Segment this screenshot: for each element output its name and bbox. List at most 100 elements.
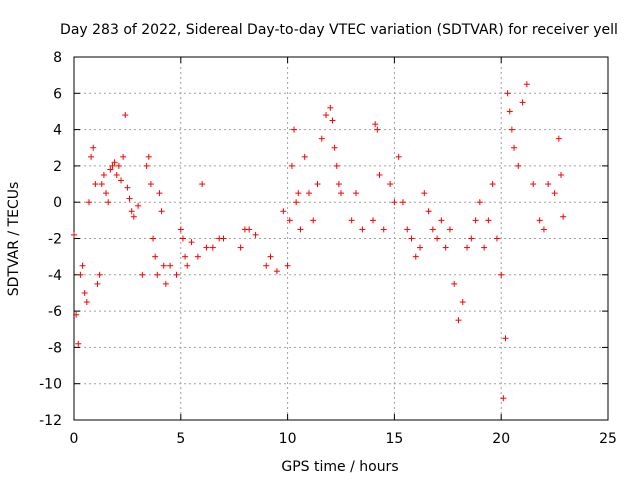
data-point	[128, 208, 135, 215]
data-point	[120, 153, 127, 160]
data-point	[558, 171, 565, 178]
data-point	[293, 199, 300, 206]
data-point	[310, 217, 317, 224]
data-point	[107, 166, 114, 173]
data-point	[500, 395, 507, 402]
data-point	[263, 262, 270, 269]
x-tick-label: 20	[492, 431, 510, 447]
data-point	[90, 144, 97, 151]
data-point	[551, 190, 558, 197]
y-axis-label: SDTVAR / TECUs	[6, 182, 22, 297]
data-point	[519, 99, 526, 106]
data-point	[109, 162, 116, 169]
data-point	[199, 181, 206, 188]
data-point	[100, 171, 107, 178]
data-point	[391, 199, 398, 206]
data-point	[327, 104, 334, 111]
data-point	[85, 199, 92, 206]
y-tick-label: 0	[53, 195, 62, 211]
data-point	[455, 317, 462, 324]
data-point	[96, 271, 103, 278]
data-point	[75, 340, 82, 347]
data-point	[160, 262, 167, 269]
data-point	[536, 217, 543, 224]
data-point	[370, 217, 377, 224]
x-tick-label: 25	[599, 431, 617, 447]
data-point	[493, 235, 500, 242]
data-point	[154, 271, 161, 278]
y-tick-label: -6	[48, 304, 62, 320]
y-tick-label: 2	[53, 159, 62, 175]
y-tick-label: -12	[39, 413, 62, 429]
data-point	[158, 208, 165, 215]
data-point	[380, 226, 387, 233]
data-point	[194, 253, 201, 260]
data-point	[421, 190, 428, 197]
data-point	[117, 177, 124, 184]
data-point	[111, 159, 118, 166]
data-point	[246, 226, 253, 233]
axis-ticks: 0 5 10 15 20 25 -12 -10 -8 -6 -4 -2 0 2 4 6 8	[39, 50, 617, 447]
data-point	[468, 235, 475, 242]
data-point	[429, 226, 436, 233]
data-point	[305, 190, 312, 197]
data-point	[94, 280, 101, 287]
data-point	[540, 226, 547, 233]
data-point	[352, 190, 359, 197]
data-point	[387, 181, 394, 188]
data-point	[485, 217, 492, 224]
data-point	[267, 253, 274, 260]
data-point	[476, 199, 483, 206]
x-tick-label: 10	[279, 431, 297, 447]
data-point	[139, 271, 146, 278]
data-point	[446, 226, 453, 233]
data-point	[162, 280, 169, 287]
data-point	[173, 271, 180, 278]
data-point	[156, 190, 163, 197]
data-point	[515, 162, 522, 169]
data-point	[348, 217, 355, 224]
data-point	[408, 235, 415, 242]
data-point	[323, 112, 330, 119]
data-point	[555, 135, 562, 142]
data-point	[335, 181, 342, 188]
chart-title: Day 283 of 2022, Sidereal Day-to-day VTE…	[60, 22, 618, 38]
x-tick-label: 5	[176, 431, 185, 447]
data-point	[77, 271, 84, 278]
data-point	[203, 244, 210, 251]
data-point	[113, 171, 120, 178]
data-point	[122, 112, 129, 119]
data-point	[301, 153, 308, 160]
data-point	[126, 195, 133, 202]
data-point	[291, 126, 298, 133]
data-point	[459, 299, 466, 306]
data-point	[412, 253, 419, 260]
y-tick-label: -4	[48, 268, 62, 284]
data-point	[83, 299, 90, 306]
data-point	[71, 231, 77, 238]
y-tick-label: 4	[53, 123, 62, 139]
data-point	[329, 117, 336, 124]
data-point	[182, 253, 189, 260]
data-point	[288, 162, 295, 169]
data-point	[318, 135, 325, 142]
data-point	[252, 231, 259, 238]
data-point	[333, 162, 340, 169]
data-point	[374, 126, 381, 133]
y-tick-label: -8	[48, 340, 62, 356]
data-point	[179, 235, 186, 242]
y-tick-label: 8	[53, 50, 62, 66]
data-point	[286, 217, 293, 224]
data-point	[98, 181, 105, 188]
data-point	[508, 126, 515, 133]
y-tick-label: -10	[39, 377, 62, 393]
data-point	[530, 181, 537, 188]
data-point	[105, 199, 112, 206]
data-point	[150, 235, 157, 242]
data-point	[417, 244, 424, 251]
data-point	[81, 289, 88, 296]
data-point	[425, 208, 432, 215]
data-point	[523, 81, 530, 88]
data-point	[331, 144, 338, 151]
data-point	[280, 208, 287, 215]
